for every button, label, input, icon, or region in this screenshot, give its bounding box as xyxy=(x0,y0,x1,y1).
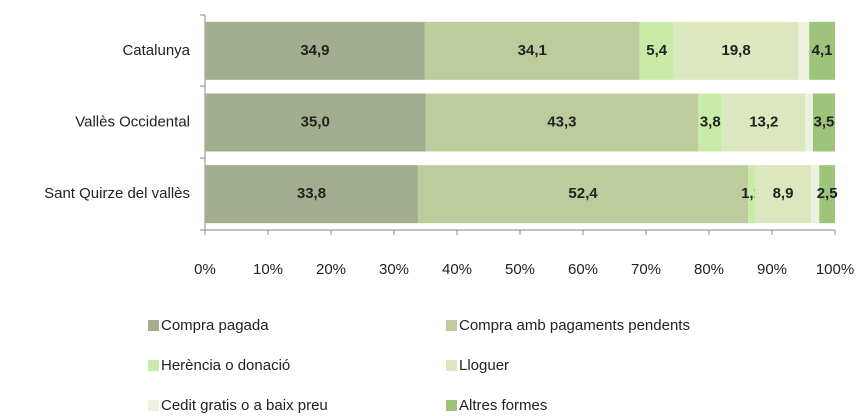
legend-swatch xyxy=(148,400,159,411)
value-label: 13,2 xyxy=(749,113,778,130)
category-label: Sant Quirze del vallès xyxy=(44,185,190,202)
bar-segment xyxy=(639,21,674,80)
bar-segment xyxy=(722,93,806,152)
legend-label: Compra amb pagaments pendents xyxy=(459,317,690,334)
value-label: 34,9 xyxy=(300,42,329,59)
x-tick-label: 70% xyxy=(631,261,661,278)
x-tick-label: 20% xyxy=(316,261,346,278)
legend-swatch xyxy=(446,320,457,331)
bar-segment xyxy=(811,165,820,224)
x-tick-label: 100% xyxy=(816,261,854,278)
legend-swatch xyxy=(446,400,457,411)
value-label: 2,5 xyxy=(817,185,838,202)
value-label: 34,1 xyxy=(518,42,547,59)
category-label: Catalunya xyxy=(122,42,190,59)
value-label: 35,0 xyxy=(301,113,330,130)
bar-segment xyxy=(425,93,699,152)
value-label: 8,9 xyxy=(773,185,794,202)
bar-segment xyxy=(809,21,835,80)
legend-label: Altres formes xyxy=(459,397,547,414)
legend-label: Herència o donació xyxy=(161,357,290,374)
bar-segment xyxy=(798,21,810,80)
x-tick-label: 10% xyxy=(253,261,283,278)
x-tick-label: 30% xyxy=(379,261,409,278)
value-label: 43,3 xyxy=(547,113,576,130)
category-label: Vallès Occidental xyxy=(75,113,190,130)
x-tick-label: 50% xyxy=(505,261,535,278)
value-label: 52,4 xyxy=(568,185,598,202)
value-label: 3,8 xyxy=(700,113,721,130)
bar-segment xyxy=(424,21,640,80)
x-tick-label: 80% xyxy=(694,261,724,278)
legend-swatch xyxy=(148,360,159,371)
bar-segment xyxy=(805,93,813,152)
x-tick-label: 40% xyxy=(442,261,472,278)
bar-segment xyxy=(812,93,835,152)
bar-segment xyxy=(205,21,425,80)
bar-segment xyxy=(205,165,418,224)
x-tick-label: 0% xyxy=(194,261,216,278)
value-label: 19,8 xyxy=(721,42,750,59)
legend-swatch xyxy=(148,320,159,331)
bar-segment xyxy=(417,165,749,224)
bar-segment xyxy=(698,93,723,152)
value-label: 4,1 xyxy=(812,42,833,59)
x-tick-label: 60% xyxy=(568,261,598,278)
value-label: 3,5 xyxy=(814,113,835,130)
legend-swatch xyxy=(446,360,457,371)
bar-segment xyxy=(205,93,426,152)
value-label: 5,4 xyxy=(646,42,668,59)
bar-segment xyxy=(754,165,812,224)
legend-label: Cedit gratis o a baix preu xyxy=(161,397,328,414)
bar-segment xyxy=(748,165,755,224)
legend-label: Lloguer xyxy=(459,357,509,374)
bar-segment xyxy=(673,21,799,80)
value-label: 33,8 xyxy=(297,185,326,202)
legend-label: Compra pagada xyxy=(161,317,269,334)
x-tick-label: 90% xyxy=(757,261,787,278)
bar-segment xyxy=(819,165,835,224)
